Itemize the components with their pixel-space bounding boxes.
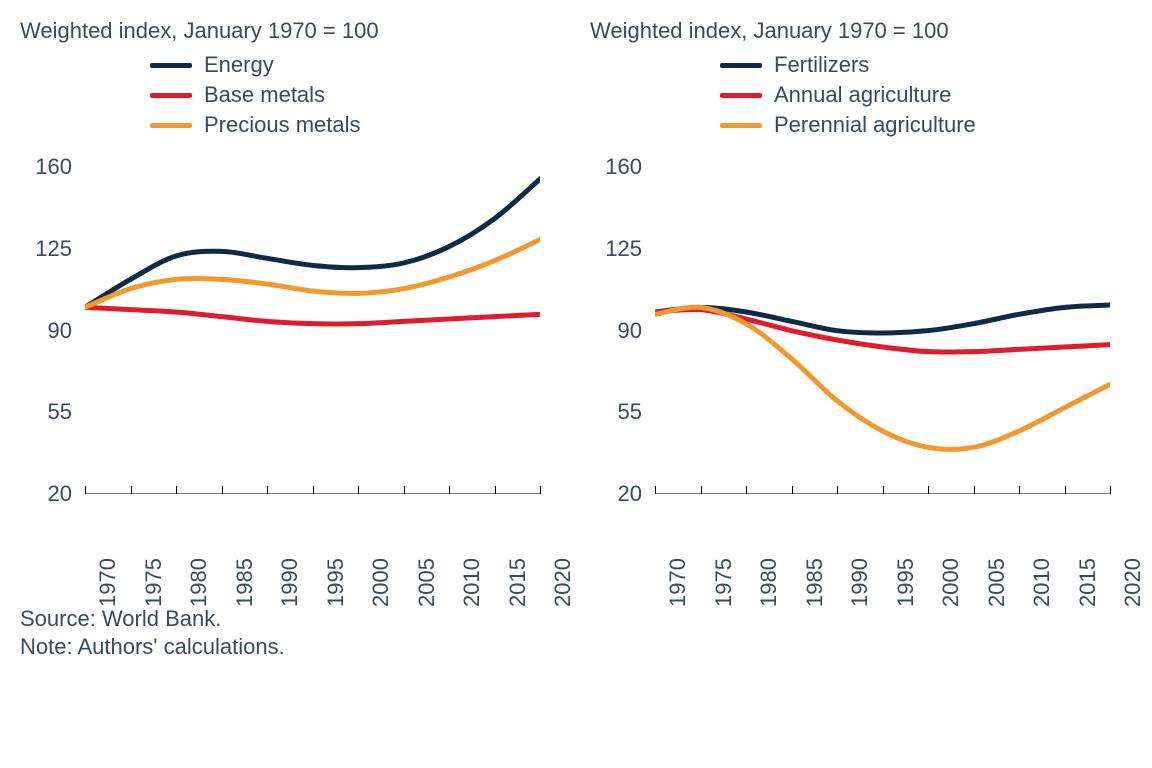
x-tick-mark	[267, 486, 268, 494]
panel-right-plotbox: 20 55 90 125 160 197019751980198519901995200…	[590, 144, 1130, 574]
panel-left-xaxis: 1970197519801985199019952000200520102015…	[85, 496, 540, 574]
legend-item: Precious metals	[150, 112, 560, 138]
x-tick-label: 1975	[711, 558, 737, 607]
panel-left-plotbox: 20 55 90 125 160 197019751980198519901995200…	[20, 144, 560, 574]
series-line	[85, 307, 540, 324]
legend-swatch-icon	[150, 63, 192, 68]
x-tick-mark	[1110, 486, 1111, 494]
x-tick-mark	[974, 486, 975, 494]
x-tick-label: 1985	[802, 558, 828, 607]
legend-label: Perennial agriculture	[774, 112, 976, 138]
x-tick-mark	[883, 486, 884, 494]
panel-right-legend: Fertilizers Annual agriculture Perennial…	[720, 52, 1130, 138]
x-tick-label: 2005	[414, 558, 440, 607]
x-tick-mark	[928, 486, 929, 494]
source-line: Source: World Bank.	[20, 606, 1132, 632]
note-line: Note: Authors' calculations.	[20, 634, 1132, 660]
legend-label: Annual agriculture	[774, 82, 951, 108]
x-tick-label: 2010	[1029, 558, 1055, 607]
x-tick-mark	[313, 486, 314, 494]
y-tick-label: 55	[618, 399, 642, 425]
x-tick-label: 1980	[186, 558, 212, 607]
x-tick-mark	[449, 486, 450, 494]
y-tick-label: 125	[605, 236, 642, 262]
y-tick-label: 125	[35, 236, 72, 262]
x-tick-mark	[792, 486, 793, 494]
x-tick-label: 1970	[95, 558, 121, 607]
x-tick-mark	[1019, 486, 1020, 494]
series-line	[655, 305, 1110, 333]
x-tick-mark	[837, 486, 838, 494]
y-tick-label: 20	[618, 481, 642, 507]
panels-row: Weighted index, January 1970 = 100 Energ…	[0, 0, 1152, 574]
panel-right-xaxis: 1970197519801985199019952000200520102015…	[655, 496, 1110, 574]
x-tick-label: 2020	[1120, 558, 1146, 607]
panel-right-title: Weighted index, January 1970 = 100	[590, 18, 1130, 44]
series-line	[85, 240, 540, 308]
panel-right: Weighted index, January 1970 = 100 Ferti…	[590, 18, 1130, 574]
panel-left-title: Weighted index, January 1970 = 100	[20, 18, 560, 44]
x-tick-label: 2010	[459, 558, 485, 607]
x-tick-mark	[358, 486, 359, 494]
x-tick-label: 1980	[756, 558, 782, 607]
x-tick-label: 2000	[368, 558, 394, 607]
legend-label: Base metals	[204, 82, 325, 108]
x-tick-label: 1995	[323, 558, 349, 607]
panel-left-legend: Energy Base metals Precious metals	[150, 52, 560, 138]
y-tick-label: 160	[605, 154, 642, 180]
x-tick-mark	[701, 486, 702, 494]
panel-left-plot	[85, 144, 540, 494]
x-tick-label: 2015	[505, 558, 531, 607]
x-tick-mark	[1065, 486, 1066, 494]
x-tick-label: 1990	[277, 558, 303, 607]
y-tick-label: 20	[48, 481, 72, 507]
y-tick-label: 90	[618, 318, 642, 344]
panel-right-plot	[655, 144, 1110, 494]
x-tick-label: 1985	[232, 558, 258, 607]
legend-item: Energy	[150, 52, 560, 78]
panel-right-yaxis: 205590125160	[590, 144, 650, 494]
x-tick-mark	[85, 486, 86, 494]
legend-swatch-icon	[720, 123, 762, 128]
series-line	[85, 179, 540, 307]
y-tick-label: 160	[35, 154, 72, 180]
x-tick-label: 2020	[550, 558, 576, 607]
x-tick-label: 1995	[893, 558, 919, 607]
x-tick-mark	[222, 486, 223, 494]
panel-left-yaxis: 205590125160	[20, 144, 80, 494]
x-tick-mark	[655, 486, 656, 494]
series-line	[655, 307, 1110, 449]
y-tick-label: 90	[48, 318, 72, 344]
panel-left: Weighted index, January 1970 = 100 Energ…	[20, 18, 560, 574]
legend-swatch-icon	[720, 63, 762, 68]
legend-label: Energy	[204, 52, 274, 78]
legend-item: Annual agriculture	[720, 82, 1130, 108]
legend-swatch-icon	[720, 93, 762, 98]
x-tick-label: 2000	[938, 558, 964, 607]
legend-swatch-icon	[150, 93, 192, 98]
legend-label: Fertilizers	[774, 52, 869, 78]
x-tick-label: 2005	[984, 558, 1010, 607]
legend-label: Precious metals	[204, 112, 361, 138]
legend-swatch-icon	[150, 123, 192, 128]
x-tick-mark	[176, 486, 177, 494]
x-tick-label: 1975	[141, 558, 167, 607]
x-tick-label: 1970	[665, 558, 691, 607]
x-tick-mark	[540, 486, 541, 494]
x-tick-mark	[495, 486, 496, 494]
x-tick-label: 2015	[1075, 558, 1101, 607]
x-tick-label: 1990	[847, 558, 873, 607]
footnotes: Source: World Bank. Note: Authors' calcu…	[0, 574, 1152, 660]
legend-item: Fertilizers	[720, 52, 1130, 78]
x-tick-mark	[131, 486, 132, 494]
x-tick-mark	[404, 486, 405, 494]
x-tick-mark	[746, 486, 747, 494]
legend-item: Base metals	[150, 82, 560, 108]
legend-item: Perennial agriculture	[720, 112, 1130, 138]
y-tick-label: 55	[48, 399, 72, 425]
